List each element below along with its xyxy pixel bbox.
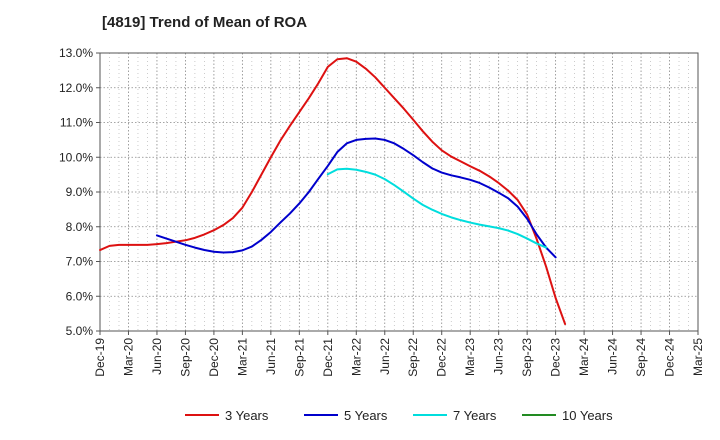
- series-line-7-years: [326, 167, 548, 249]
- x-tick-label: Sep-23: [520, 338, 534, 377]
- x-tick-label: Jun-21: [264, 338, 278, 375]
- x-tick-label: Dec-23: [549, 338, 563, 377]
- y-tick-label: 6.0%: [66, 289, 94, 303]
- x-tick-label: Dec-24: [663, 338, 677, 377]
- y-tick-label: 11.0%: [60, 116, 93, 130]
- x-tick-label: Mar-25: [691, 338, 705, 376]
- x-tick-label: Sep-20: [178, 338, 192, 377]
- x-tick-label: Jun-22: [378, 338, 392, 375]
- x-tick-label: Jun-20: [150, 338, 164, 375]
- x-tick-label: Dec-20: [207, 338, 221, 377]
- x-tick-label: Mar-22: [349, 338, 363, 376]
- x-tick-label: Dec-22: [435, 338, 449, 377]
- x-tick-label: Sep-22: [406, 338, 420, 377]
- y-axis: 5.0% 6.0% 7.0% 8.0% 9.0% 10.0% 11.0% 12.0% 13.0%: [59, 46, 100, 338]
- legend-label-5-years: 5 Years: [344, 408, 388, 423]
- x-tick-label: Jun-24: [606, 338, 620, 375]
- x-tick-label: Sep-24: [634, 338, 648, 377]
- x-tick-label: Sep-21: [292, 338, 306, 377]
- legend-label-3-years: 3 Years: [225, 408, 269, 423]
- x-tick-label: Dec-19: [93, 338, 107, 377]
- x-tick-label: Jun-23: [492, 338, 506, 375]
- x-tick-label: Mar-21: [235, 338, 249, 376]
- legend-label-7-years: 7 Years: [453, 408, 497, 423]
- y-tick-label: 9.0%: [66, 185, 94, 199]
- x-tick-label: Mar-24: [577, 338, 591, 376]
- x-tick-label: Mar-23: [463, 338, 477, 376]
- chart-title: [4819] Trend of Mean of ROA: [102, 14, 307, 31]
- legend-label-10-years: 10 Years: [562, 408, 613, 423]
- y-tick-label: 13.0%: [59, 46, 93, 60]
- series-line-5-years: [155, 137, 557, 259]
- series-lines: [99, 57, 567, 326]
- y-tick-label: 7.0%: [66, 255, 94, 269]
- y-tick-label: 12.0%: [59, 81, 93, 95]
- legend: 3 Years 5 Years 7 Years 10 Years: [185, 408, 613, 423]
- y-tick-label: 10.0%: [59, 150, 93, 164]
- x-axis: Dec-19 Mar-20 Jun-20 Sep-20 Dec-20 Mar-21 Jun-…: [93, 331, 705, 377]
- y-tick-label: 5.0%: [66, 324, 94, 338]
- y-tick-label: 8.0%: [66, 220, 94, 234]
- grid: [99, 52, 699, 332]
- x-tick-label: Mar-20: [121, 338, 135, 376]
- x-tick-label: Dec-21: [321, 338, 335, 377]
